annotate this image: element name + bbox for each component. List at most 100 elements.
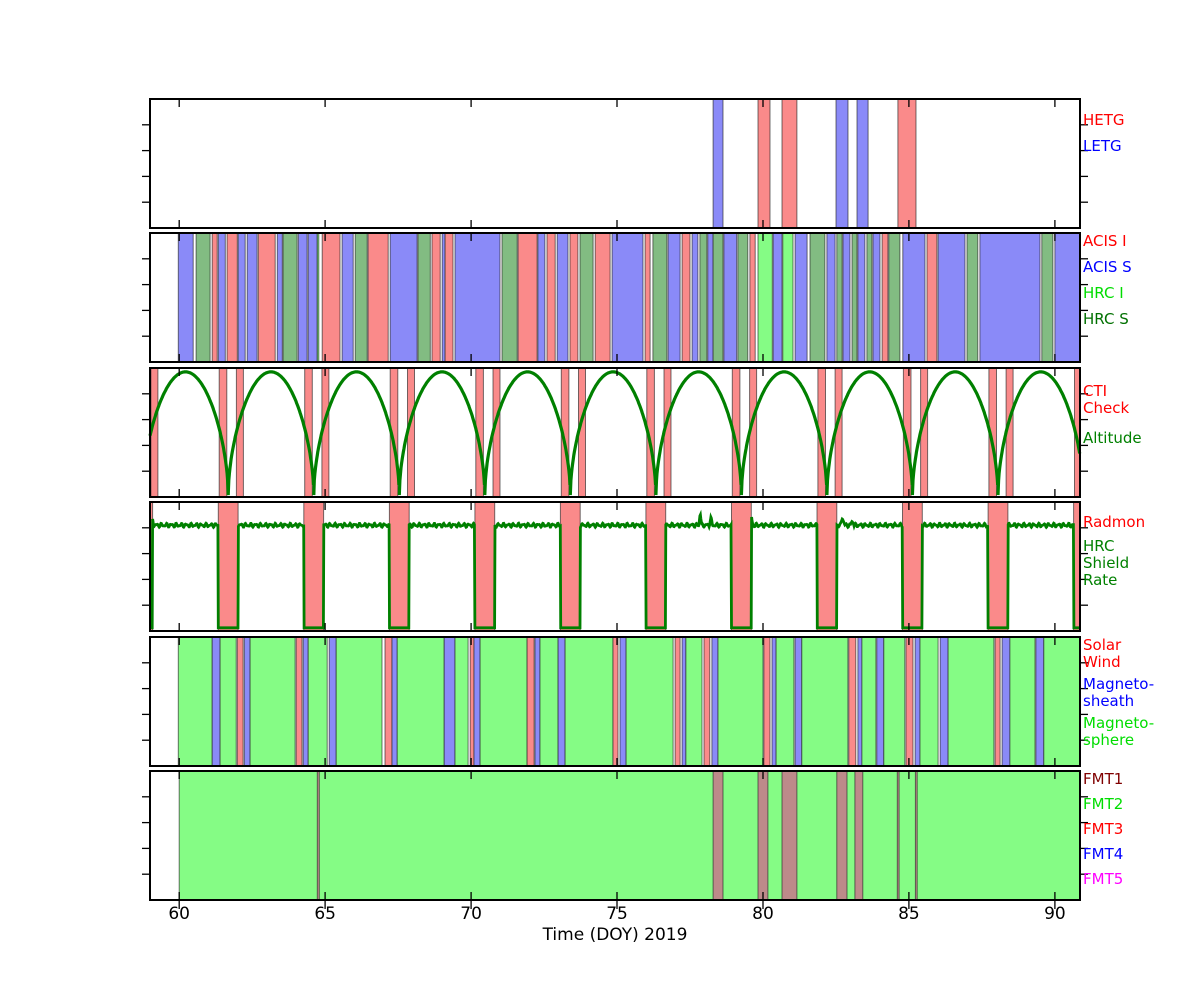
acis-s-segment: [723, 232, 738, 363]
hetg-segment: [897, 98, 917, 229]
legend-solar-wind: Solar Wind: [1083, 636, 1122, 671]
x-axis-label: Time (DOY) 2019: [542, 925, 688, 945]
panel-radmon: [142, 501, 1088, 632]
msp-segment: [883, 636, 906, 767]
acis-s-segment: [979, 232, 1041, 363]
msp-segment: [479, 636, 528, 767]
acis-s-segment: [707, 232, 714, 363]
panel-fmt: [142, 770, 1088, 901]
fmt2-background-segment: [178, 770, 1081, 901]
altitude-curve: [148, 370, 1082, 496]
hrc-s-segment: [652, 232, 668, 363]
hrc-s-segment: [888, 232, 901, 363]
sw-segment: [905, 636, 914, 767]
x-tick-label-85: 85: [898, 904, 920, 924]
msp-segment: [564, 636, 614, 767]
acis-i-segment: [226, 232, 238, 363]
acis-s-segment: [341, 232, 354, 363]
hrc-i-segment: [757, 232, 773, 363]
acis-s-segment: [667, 232, 681, 363]
hrc-s-segment: [809, 232, 826, 363]
hrc-s-segment: [282, 232, 298, 363]
legend-fmt2: FMT2: [1083, 795, 1124, 813]
legend-radmon: Radmon: [1083, 513, 1146, 531]
msh-segment: [391, 636, 398, 767]
acis-s-segment: [556, 232, 569, 363]
acis-s-segment: [454, 232, 501, 363]
msp-segment: [775, 636, 795, 767]
acis-i-segment: [546, 232, 556, 363]
legend-acis-s: ACIS S: [1083, 258, 1132, 276]
legend-magneto-sphere: Magneto- sphere: [1083, 714, 1155, 749]
msh-segment: [473, 636, 481, 767]
msp-segment: [625, 636, 674, 767]
hetg-segment: [757, 98, 771, 229]
fmt1-segment: [914, 770, 918, 901]
msp-segment: [307, 636, 328, 767]
legend-hrc-s: HRC S: [1083, 310, 1129, 328]
panel-altitude: [142, 367, 1088, 498]
panel-border: [149, 770, 1081, 901]
sw-segment: [612, 636, 619, 767]
hrc-s-segment: [417, 232, 431, 363]
hrc-s-segment: [866, 232, 873, 363]
radmon-disabled-bar: [645, 501, 667, 632]
sw-segment: [236, 636, 244, 767]
msh-segment: [939, 636, 949, 767]
msh-segment: [619, 636, 627, 767]
msh-segment: [328, 636, 337, 767]
acis-s-segment: [857, 232, 866, 363]
x-tick-label-65: 65: [314, 904, 336, 924]
acis-i-segment: [321, 232, 341, 363]
panel-gratings: [142, 98, 1088, 229]
hrc-s-segment: [501, 232, 518, 363]
acis-s-segment: [772, 232, 783, 363]
radmon-disabled-bar: [388, 501, 410, 632]
fmt1-segment: [836, 770, 848, 901]
x-axis: [178, 900, 1056, 909]
msh-segment: [1001, 636, 1011, 767]
radmon-disabled-bar: [303, 501, 325, 632]
hrc-s-segment: [699, 232, 708, 363]
fmt1-segment: [757, 770, 769, 901]
fmt1-segment: [781, 770, 798, 901]
panel-border: [149, 636, 1081, 767]
acis-i-segment: [431, 232, 441, 363]
panel-border: [149, 367, 1081, 498]
msp-segment: [685, 636, 703, 767]
hrc-s-segment: [966, 232, 979, 363]
legend-hetg: HETG: [1083, 111, 1125, 129]
acis-s-segment: [691, 232, 699, 363]
acis-i-segment: [926, 232, 938, 363]
msh-segment: [876, 636, 885, 767]
panel-border: [149, 232, 1081, 363]
acis-i-segment: [569, 232, 579, 363]
msp-segment: [1009, 636, 1036, 767]
acis-s-segment: [177, 232, 194, 363]
acis-i-segment: [367, 232, 389, 363]
acis-s-segment: [794, 232, 808, 363]
hrc-s-segment: [712, 232, 724, 363]
legend-fmt3: FMT3: [1083, 820, 1124, 838]
acis-s-segment: [826, 232, 836, 363]
msp-segment: [919, 636, 939, 767]
hrc-shield-rate-line: [150, 509, 1080, 630]
sw-segment: [763, 636, 771, 767]
panel-border: [149, 501, 1081, 632]
radmon-disabled-bar: [559, 501, 581, 632]
acis-i-segment: [594, 232, 611, 363]
msp-segment: [947, 636, 995, 767]
msh-segment: [443, 636, 456, 767]
hrc-s-segment: [737, 232, 749, 363]
msp-segment: [249, 636, 296, 767]
legend-hrc-i: HRC I: [1083, 284, 1124, 302]
hrc-i-segment: [316, 232, 320, 363]
acis-i-segment: [881, 232, 889, 363]
legend-magneto-sheath: Magneto- sheath: [1083, 675, 1155, 710]
sw-segment: [384, 636, 393, 767]
acis-s-segment: [307, 232, 318, 363]
fmt1-segment: [316, 770, 320, 901]
acis-s-segment: [297, 232, 308, 363]
acis-s-segment: [217, 232, 226, 363]
